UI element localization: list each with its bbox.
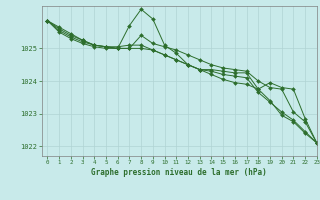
X-axis label: Graphe pression niveau de la mer (hPa): Graphe pression niveau de la mer (hPa) bbox=[91, 168, 267, 177]
